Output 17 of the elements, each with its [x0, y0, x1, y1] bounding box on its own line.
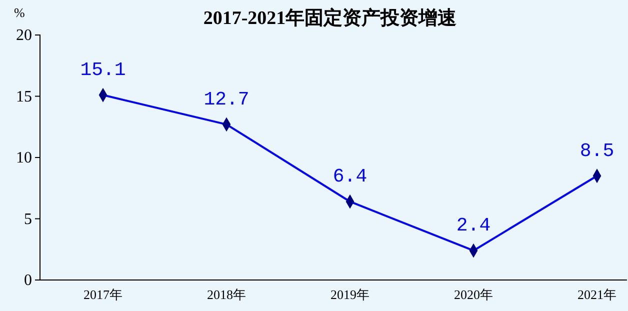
x-tick-label: 2020年	[454, 287, 493, 302]
y-tick-label: 10	[16, 150, 32, 167]
data-label: 6.4	[332, 166, 368, 188]
x-tick-label: 2017年	[84, 287, 122, 302]
data-label: 15.1	[80, 59, 126, 82]
data-label: 8.5	[580, 140, 614, 162]
x-tick-label: 2018年	[207, 287, 246, 302]
y-tick-label: 15	[16, 88, 32, 106]
y-tick-label: 20	[16, 27, 32, 44]
y-axis-title: %	[14, 5, 25, 20]
x-tick-label: 2021年	[578, 287, 616, 302]
y-tick-label: 5	[24, 210, 32, 228]
x-tick-label: 2019年	[330, 287, 370, 302]
data-label: 12.7	[204, 88, 250, 110]
chart-title: 2017-2021年固定资产投资增速	[203, 7, 457, 29]
data-label: 2.4	[456, 214, 491, 237]
y-tick-label: 0	[24, 272, 32, 290]
